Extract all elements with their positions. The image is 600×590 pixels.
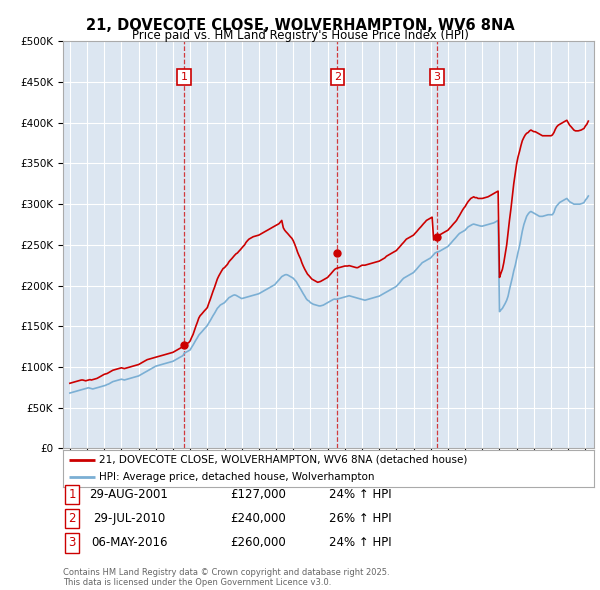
Text: 21, DOVECOTE CLOSE, WOLVERHAMPTON, WV6 8NA: 21, DOVECOTE CLOSE, WOLVERHAMPTON, WV6 8… [86,18,514,32]
Text: 24% ↑ HPI: 24% ↑ HPI [329,488,391,501]
Text: 3: 3 [68,536,76,549]
Text: £240,000: £240,000 [230,512,286,525]
Text: HPI: Average price, detached house, Wolverhampton: HPI: Average price, detached house, Wolv… [99,472,374,481]
Text: Price paid vs. HM Land Registry's House Price Index (HPI): Price paid vs. HM Land Registry's House … [131,30,469,42]
Text: 21, DOVECOTE CLOSE, WOLVERHAMPTON, WV6 8NA (detached house): 21, DOVECOTE CLOSE, WOLVERHAMPTON, WV6 8… [99,455,467,464]
Text: 06-MAY-2016: 06-MAY-2016 [91,536,167,549]
Text: 1: 1 [68,488,76,501]
Text: 3: 3 [433,72,440,82]
Text: 29-AUG-2001: 29-AUG-2001 [89,488,169,501]
Text: Contains HM Land Registry data © Crown copyright and database right 2025.
This d: Contains HM Land Registry data © Crown c… [63,568,389,587]
Text: 26% ↑ HPI: 26% ↑ HPI [329,512,391,525]
Text: 29-JUL-2010: 29-JUL-2010 [93,512,165,525]
Text: 1: 1 [181,72,188,82]
Text: 2: 2 [334,72,341,82]
Text: £127,000: £127,000 [230,488,286,501]
Text: 24% ↑ HPI: 24% ↑ HPI [329,536,391,549]
Text: £260,000: £260,000 [230,536,286,549]
Text: 2: 2 [68,512,76,525]
